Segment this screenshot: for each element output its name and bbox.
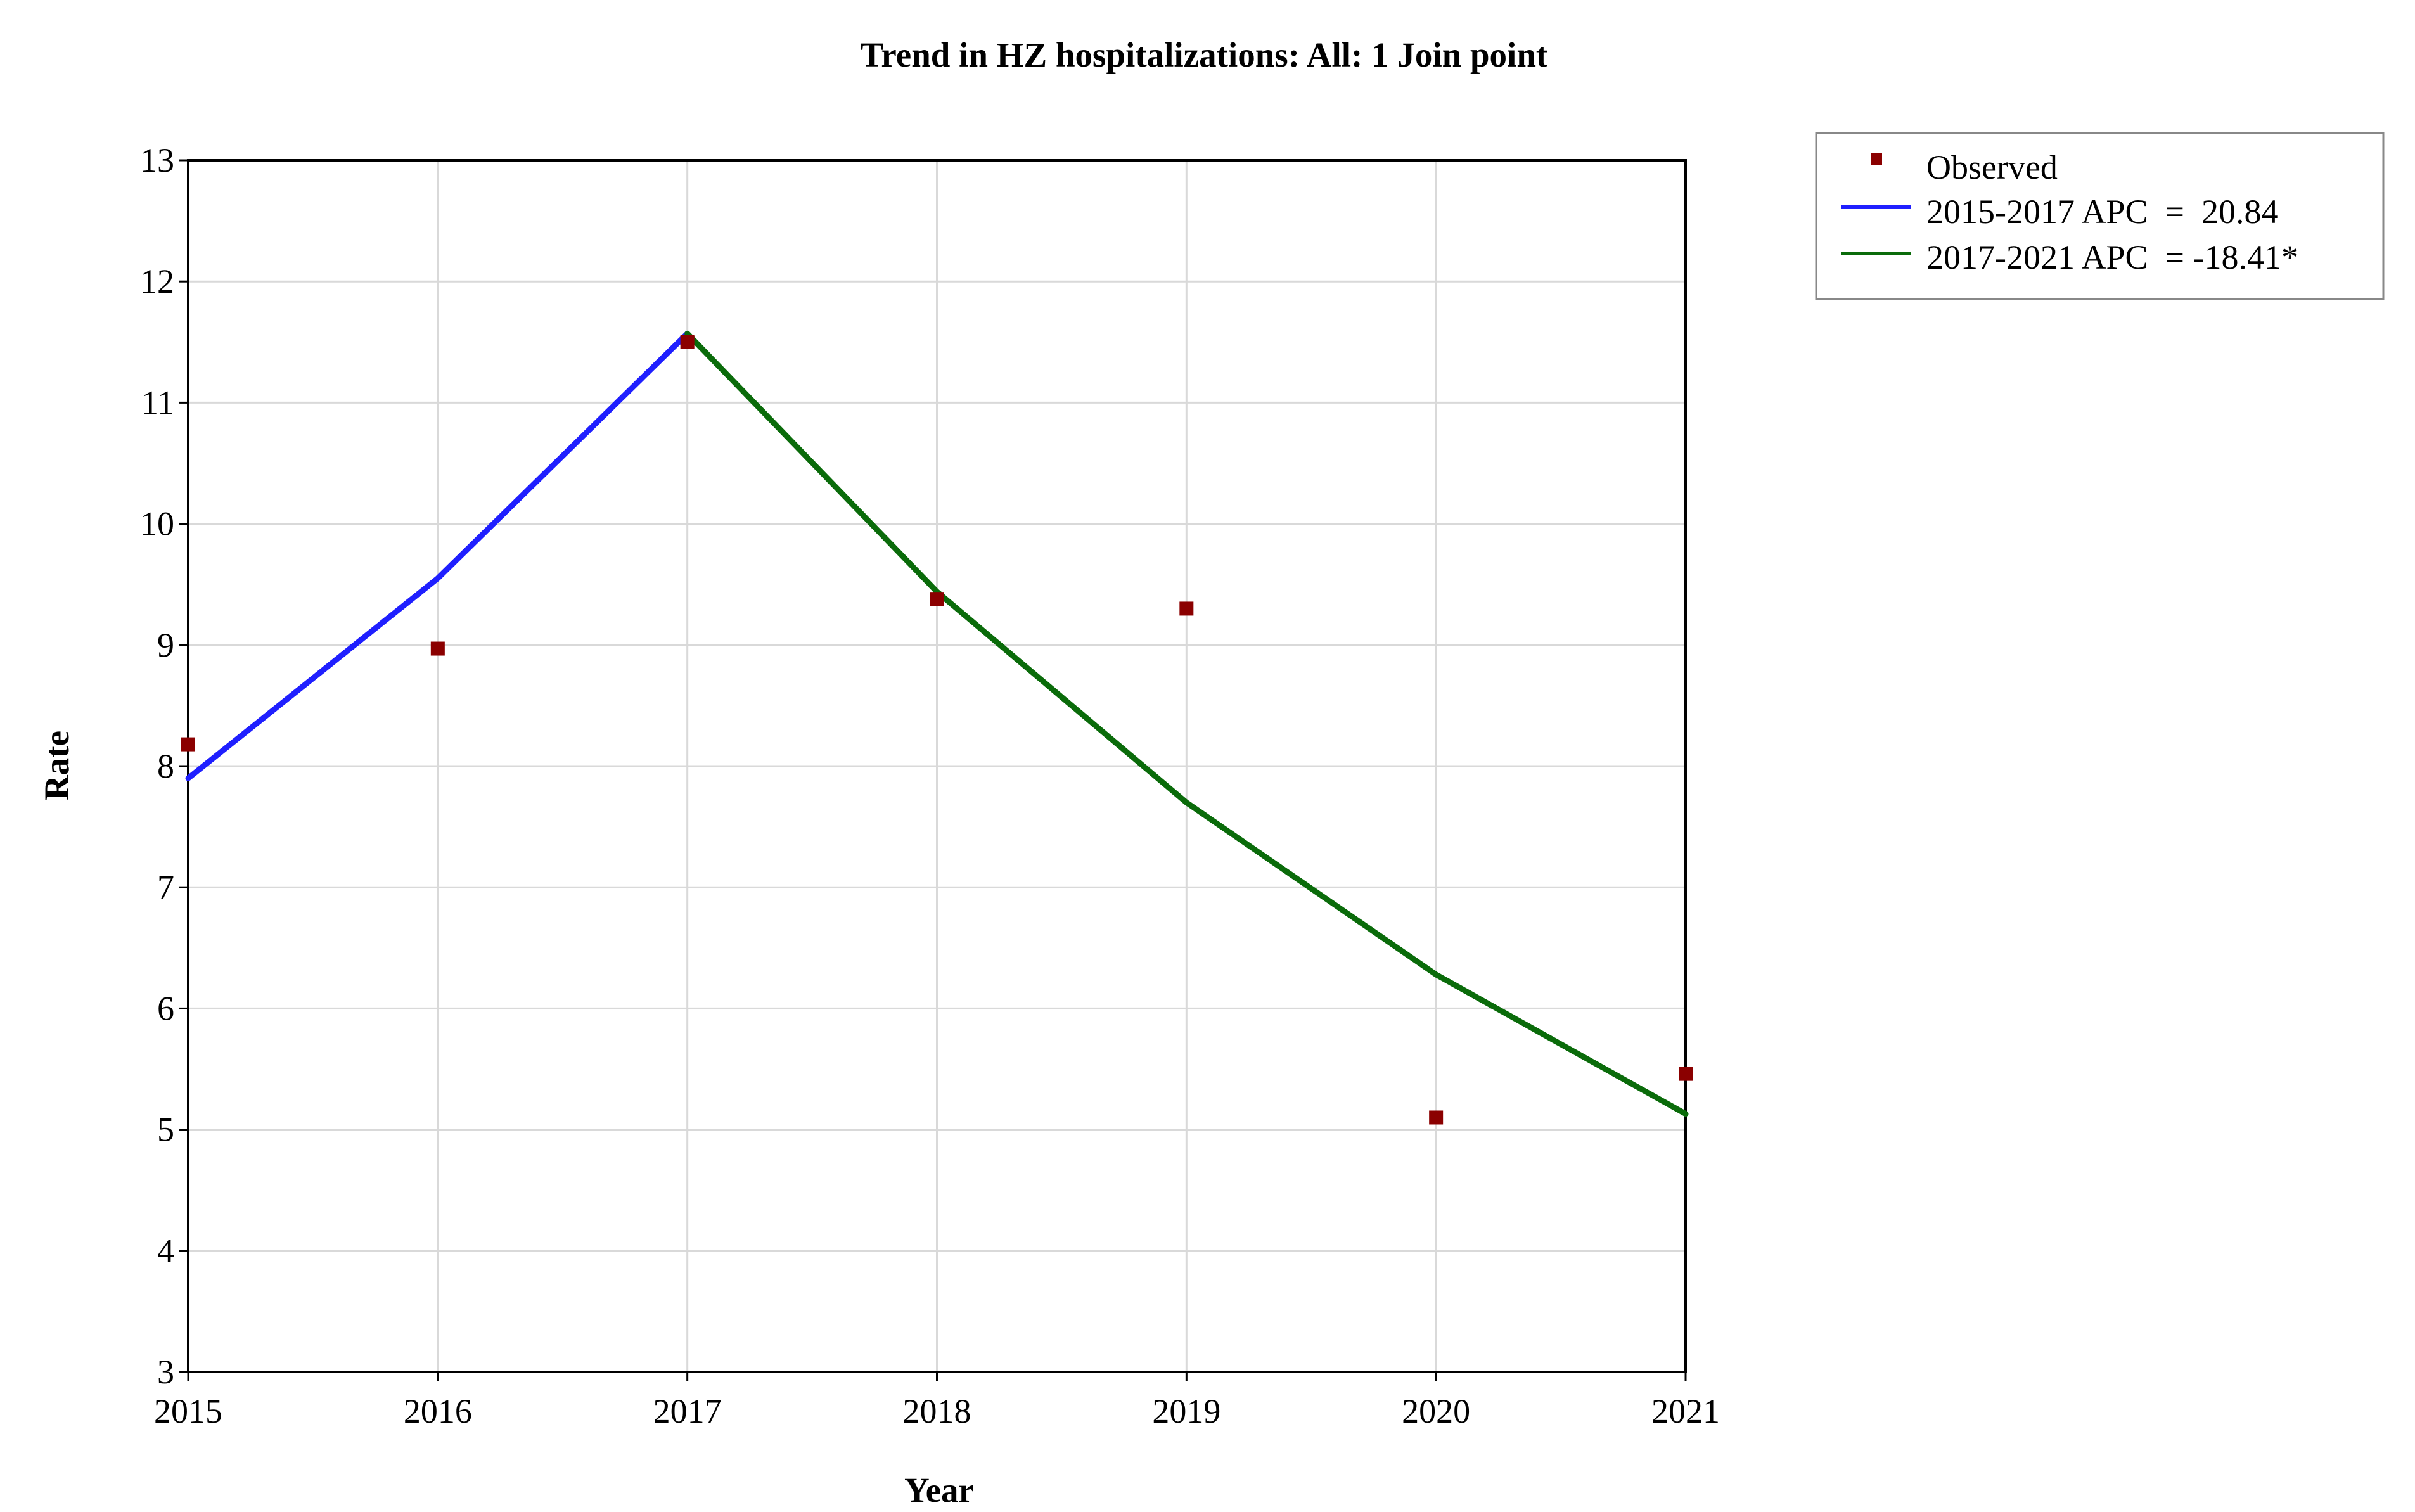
chart-title: Trend in HZ hospitalizations: All: 1 Joi…: [861, 35, 1548, 74]
legend-observed-label: Observed: [1926, 148, 2058, 186]
observed-point: [1679, 1067, 1693, 1081]
y-tick-label: 8: [157, 747, 174, 785]
x-tick-label: 2019: [1152, 1392, 1220, 1430]
x-tick-label: 2021: [1651, 1392, 1720, 1430]
x-tick-label: 2020: [1402, 1392, 1470, 1430]
y-axis-label: Rate: [37, 731, 76, 800]
observed-point: [930, 592, 944, 606]
y-tick-label: 4: [157, 1232, 174, 1270]
y-tick-label: 9: [157, 626, 174, 664]
legend-observed-marker: [1871, 153, 1882, 165]
legend-label-2017-2021: 2017-2021 APC = -18.41*: [1926, 238, 2298, 276]
observed-point: [181, 737, 195, 752]
y-tick-label: 3: [157, 1353, 174, 1391]
trend-line-0: [185, 330, 691, 781]
legend-box: [1815, 132, 2385, 300]
trend-lines: [185, 330, 1689, 1117]
observed-point: [1179, 601, 1194, 616]
observed-point: [430, 641, 445, 656]
observed-point: [1429, 1110, 1444, 1125]
y-tick-label: 6: [157, 989, 174, 1027]
x-tick-label: 2017: [653, 1392, 722, 1430]
x-axis-label: Year: [904, 1471, 974, 1509]
trend-line-1: [684, 330, 1689, 1117]
observed-points: [181, 335, 1693, 1125]
y-tick-label: 13: [140, 141, 174, 179]
y-tick-label: 5: [157, 1111, 174, 1149]
x-tick-label: 2018: [903, 1392, 971, 1430]
legend-label-2015-2017: 2015-2017 APC = 20.84: [1926, 193, 2279, 231]
y-tick-label: 10: [140, 505, 174, 543]
axis-ticks: 3 4 5 6 7 8 9 10 11 12 13 2015 2016 2017 2018 2019 2020 2…: [140, 141, 1720, 1430]
x-tick-label: 2016: [404, 1392, 472, 1430]
observed-point: [680, 335, 695, 349]
legend: Observed 2015-2017 APC = 20.84 2017-2021…: [1815, 132, 2385, 300]
y-tick-label: 12: [140, 262, 174, 300]
y-tick-label: 11: [141, 383, 174, 421]
grid-lines: [187, 159, 1687, 1373]
y-tick-label: 7: [157, 868, 174, 906]
x-tick-label: 2015: [154, 1392, 222, 1430]
